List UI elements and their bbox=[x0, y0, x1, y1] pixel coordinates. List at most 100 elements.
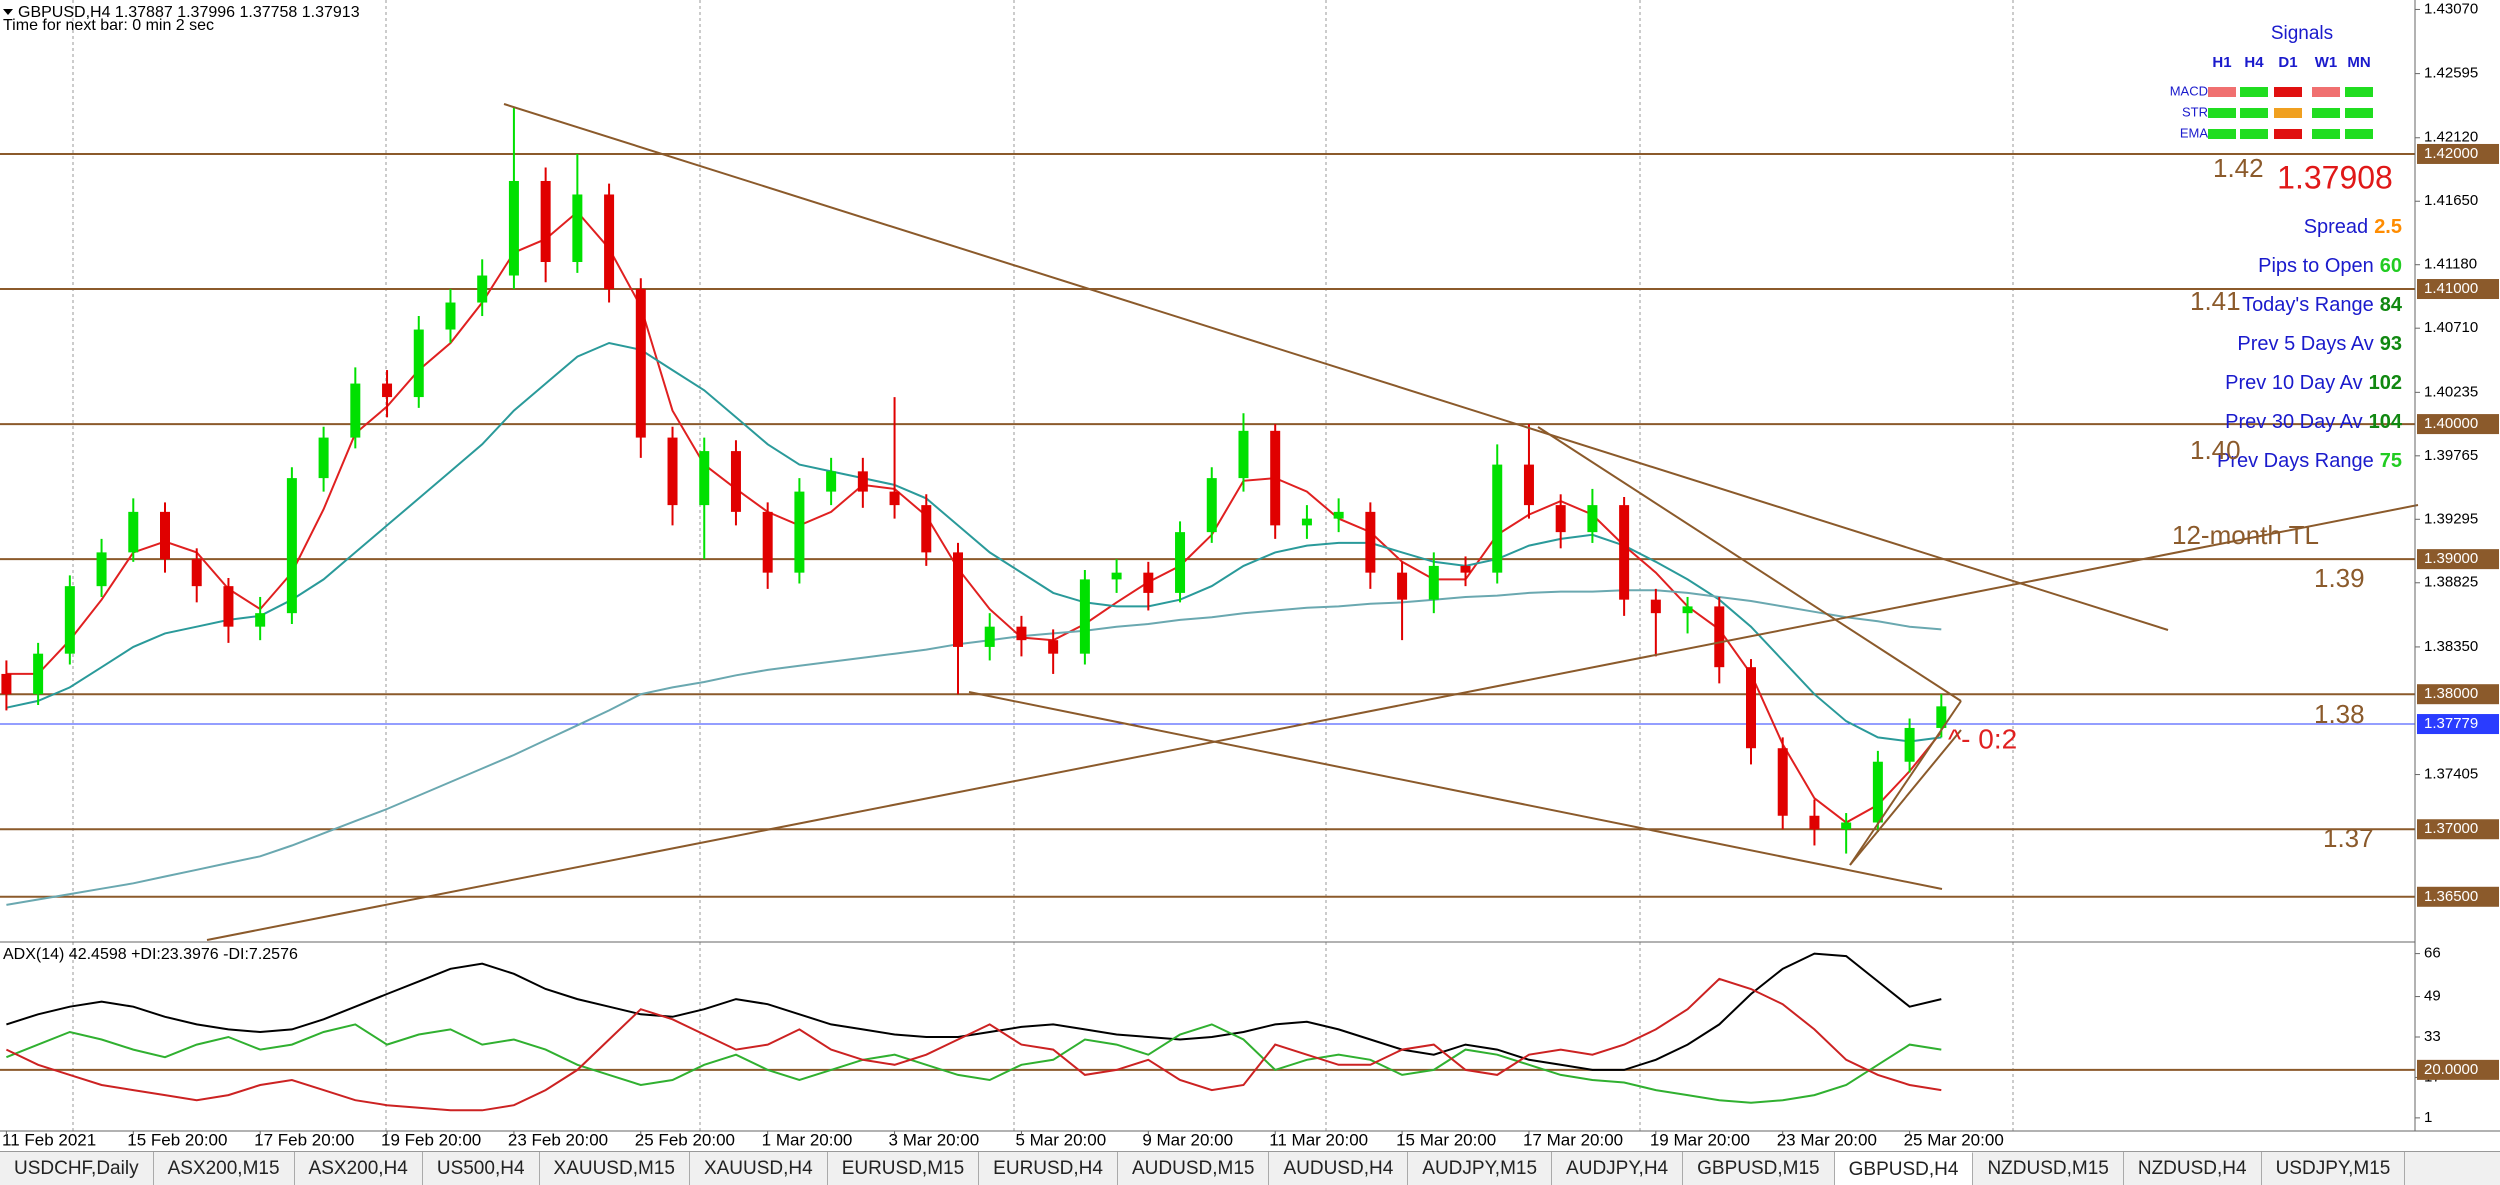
candle-body bbox=[921, 505, 932, 553]
y-tick-label: 66 bbox=[2424, 945, 2441, 962]
y-tick-label: 1.38350 bbox=[2424, 638, 2478, 655]
info-value: 84 bbox=[2380, 294, 2403, 316]
candle-body bbox=[350, 383, 361, 438]
candle-body bbox=[255, 613, 266, 627]
tab[interactable]: AUDUSD,H4 bbox=[1269, 1152, 1409, 1185]
annotation: 1.37 bbox=[2323, 823, 2374, 853]
y-tick-label: 1.41650 bbox=[2424, 192, 2478, 209]
candle-body bbox=[1523, 464, 1534, 506]
candle-body bbox=[318, 437, 329, 479]
tab[interactable]: XAUUSD,M15 bbox=[540, 1152, 690, 1185]
tab[interactable]: AUDJPY,H4 bbox=[1552, 1152, 1684, 1185]
y-tick-label: 1.37405 bbox=[2424, 766, 2478, 783]
x-tick-label: 5 Mar 20:00 bbox=[1015, 1130, 1106, 1149]
candle-body bbox=[191, 559, 202, 587]
annotation: 1.40 bbox=[2190, 435, 2241, 465]
tab[interactable]: NZDUSD,H4 bbox=[2124, 1152, 2262, 1185]
chart: GBPUSD,H4 1.37887 1.37996 1.37758 1.3791… bbox=[0, 0, 2500, 1151]
trendline bbox=[1849, 700, 1962, 866]
candle-body bbox=[1428, 565, 1439, 600]
tab[interactable]: EURUSD,M15 bbox=[828, 1152, 980, 1185]
level-label: 20.0000 bbox=[2424, 1061, 2478, 1078]
level-label: 1.39000 bbox=[2424, 550, 2478, 567]
level-label: 1.37000 bbox=[2424, 820, 2478, 837]
info-row: Pips to Open 60 bbox=[2258, 255, 2402, 277]
x-tick-label: 23 Feb 20:00 bbox=[508, 1130, 608, 1149]
tab[interactable]: AUDJPY,M15 bbox=[1408, 1152, 1553, 1185]
tab[interactable]: GBPUSD,H4 bbox=[1834, 1152, 1974, 1185]
candle-body bbox=[826, 471, 837, 492]
signal-cell bbox=[2208, 87, 2236, 97]
y-tick-label: 49 bbox=[2424, 988, 2441, 1005]
collapse-icon[interactable] bbox=[3, 9, 13, 15]
candle-body bbox=[762, 511, 773, 573]
tab[interactable]: EURUSD,H4 bbox=[979, 1152, 1118, 1185]
tab[interactable]: USDJPY,M15 bbox=[2262, 1152, 2406, 1185]
info-row: Prev 10 Day Av 102 bbox=[2225, 372, 2402, 394]
background bbox=[0, 0, 2500, 1151]
tab[interactable]: US500,H4 bbox=[423, 1152, 540, 1185]
tab[interactable]: AUDUSD,M15 bbox=[1118, 1152, 1270, 1185]
candle-body bbox=[953, 552, 963, 647]
candle-body bbox=[1079, 579, 1090, 654]
trendlines bbox=[206, 103, 2419, 941]
info-value: 75 bbox=[2380, 450, 2402, 472]
candle-body bbox=[889, 491, 900, 506]
tab[interactable]: NZDUSD,M15 bbox=[1973, 1152, 2124, 1185]
candle-body bbox=[1682, 606, 1693, 614]
signals-column: D1 bbox=[2278, 54, 2297, 71]
candle-body bbox=[572, 194, 583, 263]
tab[interactable]: XAUUSD,H4 bbox=[690, 1152, 828, 1185]
candle-body bbox=[477, 275, 488, 303]
current-price-label: 1.37779 bbox=[2424, 715, 2478, 732]
tab-bar: USDCHF,Daily ASX200,M15 ASX200,H4 US500,H4 X… bbox=[0, 1151, 2500, 1185]
x-tick-label: 3 Mar 20:00 bbox=[889, 1130, 980, 1149]
annotation: ^- 0:2 bbox=[1948, 723, 2017, 754]
tab[interactable]: ASX200,M15 bbox=[154, 1152, 295, 1185]
info-row: Today's Range 84 bbox=[2242, 294, 2403, 316]
candle-body bbox=[794, 491, 805, 573]
candle-body bbox=[1270, 430, 1281, 526]
x-tick-label: 23 Mar 20:00 bbox=[1777, 1130, 1877, 1149]
info-label: Pips to Open bbox=[2258, 255, 2374, 277]
candle-body bbox=[382, 383, 393, 398]
signals-row-label: EMA bbox=[2180, 125, 2209, 140]
candle-body bbox=[1206, 478, 1217, 533]
info-row: Prev 5 Days Av 93 bbox=[2237, 333, 2402, 355]
candle-body bbox=[413, 329, 424, 398]
candle-body bbox=[33, 653, 44, 695]
signals-column: MN bbox=[2347, 54, 2370, 71]
signal-cell bbox=[2240, 129, 2268, 139]
level-box bbox=[2417, 549, 2499, 570]
signals-column: H4 bbox=[2244, 54, 2264, 71]
level-box bbox=[2417, 1059, 2499, 1080]
info-label: Prev Days Range bbox=[2217, 450, 2374, 472]
annotation: 1.39 bbox=[2314, 563, 2365, 593]
level-box bbox=[2417, 886, 2499, 907]
moving-average bbox=[6, 589, 1942, 906]
tab[interactable]: ASX200,H4 bbox=[295, 1152, 423, 1185]
candle-body bbox=[1301, 518, 1312, 526]
signal-cell bbox=[2240, 108, 2268, 118]
trendline bbox=[1849, 729, 1962, 866]
tab[interactable]: GBPUSD,M15 bbox=[1683, 1152, 1835, 1185]
signal-cell bbox=[2208, 129, 2236, 139]
candle-body bbox=[1936, 706, 1947, 728]
candle-body bbox=[1111, 572, 1122, 580]
x-tick-label: 25 Feb 20:00 bbox=[635, 1130, 735, 1149]
header: GBPUSD,H4 1.37887 1.37996 1.37758 1.3791… bbox=[18, 4, 360, 21]
level-box bbox=[2417, 819, 2499, 840]
info-row: Prev Days Range 75 bbox=[2217, 450, 2402, 472]
signal-cell bbox=[2345, 129, 2373, 139]
candle-body bbox=[1587, 505, 1598, 533]
tab[interactable]: USDCHF,Daily bbox=[0, 1152, 154, 1185]
trendline bbox=[1537, 426, 1962, 702]
y-tick-label: 1.39765 bbox=[2424, 447, 2478, 464]
candle-body bbox=[1777, 748, 1788, 816]
level-label: 1.36500 bbox=[2424, 888, 2478, 905]
signals-row-label: STR bbox=[2182, 104, 2208, 119]
annotation: 1.42 bbox=[2213, 153, 2264, 183]
x-tick-label: 1 Mar 20:00 bbox=[762, 1130, 853, 1149]
x-tick-label: 15 Mar 20:00 bbox=[1396, 1130, 1496, 1149]
signals-column: W1 bbox=[2315, 54, 2338, 71]
